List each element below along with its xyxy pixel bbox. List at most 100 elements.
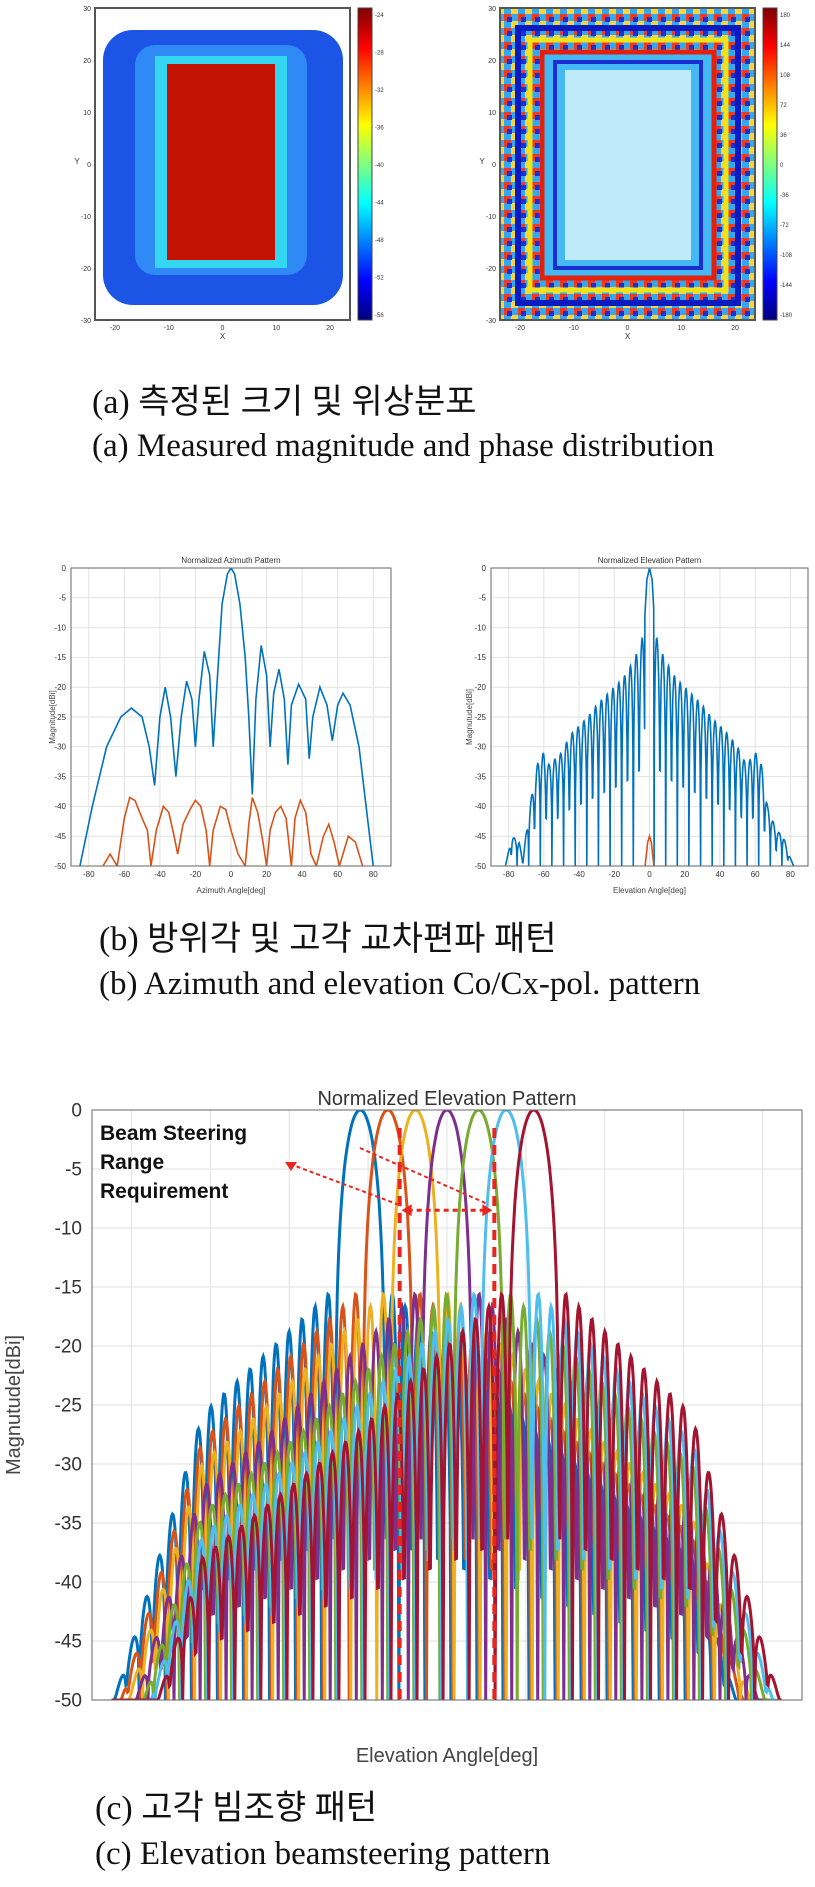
y-axis-label: Magnutude[dBi] (465, 689, 474, 745)
magnitude-map: 30 20 10 0 -10 -20 -30 -20 -10 0 10 20 X Y -24 -28 -32 -3… (74, 6, 384, 341)
magnitude-colorbar (357, 7, 373, 321)
chart-title: Normalized Elevation Pattern (317, 1088, 576, 1110)
plot-frame (490, 567, 809, 867)
y-tick-label: -10 (474, 623, 486, 632)
chart-title: Normalized Azimuth Pattern (181, 556, 280, 565)
beamsteering-chart: 0 -5 -10 -15 -20 -25 -30 -35 -40 -45 -50 Normalized… (3, 1088, 803, 1767)
y-tick-label: -30 (55, 1455, 82, 1476)
y-tick-label: -35 (54, 772, 66, 781)
y-tick-label: -50 (55, 1691, 82, 1712)
x-tick-label: 0 (647, 870, 652, 879)
y-axis-label: Magnitude[dBi] (48, 690, 57, 743)
colorbar-tick-label: 108 (780, 73, 791, 79)
caption-c-korean: (c) 고각 빔조향 패턴 (95, 1790, 378, 1827)
colorbar-tick-label: -56 (375, 313, 384, 319)
y-tick-label: -50 (54, 862, 66, 871)
y-tick-label: -50 (474, 862, 486, 871)
map-y-tick-label: -10 (81, 214, 91, 221)
map-y-tick-label: -30 (486, 318, 496, 325)
caption-b-english: (b) Azimuth and elevation Co/Cx-pol. pat… (99, 966, 701, 1002)
y-tick-label: 0 (71, 1101, 82, 1122)
x-tick-label: -20 (190, 870, 202, 879)
map-x-tick-label: 0 (221, 325, 225, 332)
map-x-axis-label: X (220, 332, 226, 341)
caption-c-english: (c) Elevation beamsteering pattern (95, 1836, 551, 1872)
map-y-tick-label: -30 (81, 318, 91, 325)
azimuth-chart: 0 -5 -10 -15 -20 -25 -30 -35 -40 -45 -50 -80 -60 -40 -… (48, 556, 392, 895)
colorbar-tick-label: -144 (780, 283, 793, 289)
caption-b-korean: (b) 방위각 및 고각 교차편파 패턴 (99, 921, 557, 958)
plot-frame (70, 567, 392, 867)
y-tick-label: -40 (474, 802, 486, 811)
map-x-tick-label: 10 (272, 325, 280, 332)
colorbar-tick-label: -72 (780, 223, 789, 229)
beam-steering-annotation-line: Range (100, 1151, 164, 1174)
annotation-leader-left (289, 1163, 399, 1206)
chart-title: Normalized Elevation Pattern (598, 556, 702, 565)
x-tick-label: 40 (298, 870, 307, 879)
phase-core (565, 70, 691, 260)
azimuth-cxpol-line (102, 796, 364, 866)
x-tick-label: -60 (119, 870, 131, 879)
y-tick-label: -20 (55, 1337, 82, 1358)
x-tick-label: -40 (573, 870, 585, 879)
beam-line-7 (111, 1110, 782, 1700)
colorbar-tick-label: -36 (375, 126, 384, 132)
x-axis-label: Elevation Angle[deg] (613, 886, 686, 895)
y-tick-label: -40 (54, 802, 66, 811)
x-tick-label: -60 (538, 870, 550, 879)
x-tick-label: 20 (680, 870, 689, 879)
y-tick-label: -25 (55, 1396, 82, 1417)
map-x-tick-label: -10 (164, 325, 174, 332)
x-axis-label: Azimuth Angle[deg] (197, 886, 266, 895)
colorbar-tick-label: 0 (780, 163, 784, 169)
map-x-tick-label: 20 (731, 325, 739, 332)
map-y-tick-label: 10 (83, 110, 91, 117)
colorbar-tick-label: -48 (375, 238, 384, 244)
y-tick-label: -15 (55, 1278, 82, 1299)
phase-ring-1 (515, 25, 741, 306)
map-y-tick-label: 0 (492, 162, 496, 169)
x-tick-label: 80 (369, 870, 378, 879)
x-tick-label: -80 (83, 870, 95, 879)
colorbar-tick-label: -40 (375, 163, 384, 169)
phase-colorbar (762, 7, 778, 321)
map-y-tick-label: -20 (81, 266, 91, 273)
x-tick-label: 60 (751, 870, 760, 879)
y-tick-label: -30 (54, 743, 66, 752)
x-tick-label: 80 (786, 870, 795, 879)
y-tick-label: -15 (54, 653, 66, 662)
map-y-tick-label: 30 (83, 6, 91, 13)
phase-ring-4 (553, 60, 703, 270)
map-y-tick-label: 20 (488, 58, 496, 65)
colorbar-tick-label: -32 (375, 88, 384, 94)
elevation-cxpol-line (644, 833, 655, 866)
y-tick-label: -45 (474, 832, 486, 841)
map-x-tick-label: 10 (677, 325, 685, 332)
colorbar-tick-label: -28 (375, 51, 384, 57)
x-tick-label: -80 (503, 870, 515, 879)
phase-map: 30 20 10 0 -10 -20 -30 -20 -10 0 10 20 X Y 180 144 108 72… (479, 6, 792, 341)
map-y-tick-label: -20 (486, 266, 496, 273)
annotation-leader-arrowhead (285, 1162, 297, 1171)
colorbar-tick-label: -52 (375, 276, 384, 282)
map-y-axis-label: Y (74, 157, 80, 166)
map-x-tick-label: -20 (110, 325, 120, 332)
y-tick-label: -40 (55, 1573, 82, 1594)
colorbar-tick-label: -36 (780, 193, 789, 199)
y-tick-label: -5 (65, 1160, 82, 1181)
map-x-tick-label: 20 (326, 325, 334, 332)
y-axis-label: Magnutude[dBi] (3, 1335, 25, 1475)
colorbar-tick-label: 72 (780, 103, 787, 109)
y-tick-label: -20 (54, 683, 66, 692)
x-tick-label: 40 (715, 870, 724, 879)
map-y-tick-label: 30 (488, 6, 496, 13)
y-tick-label: -10 (55, 1219, 82, 1240)
colorbar-tick-label: -44 (375, 201, 384, 207)
map-x-tick-label: -10 (569, 325, 579, 332)
y-tick-label: -5 (479, 594, 487, 603)
colorbar-tick-label: -180 (780, 313, 793, 319)
map-x-tick-label: -20 (515, 325, 525, 332)
arrowhead-right (482, 1204, 493, 1217)
map-y-axis-label: Y (479, 157, 485, 166)
